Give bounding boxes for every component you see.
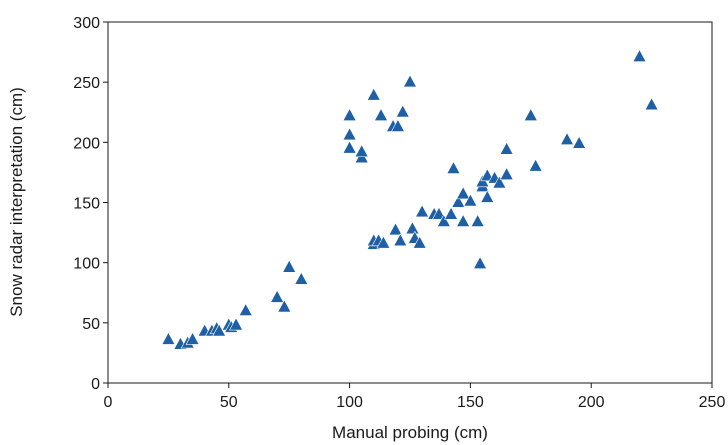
x-axis: 0 50 100 150 200 250	[104, 383, 726, 411]
y-tick-label: 200	[73, 135, 100, 152]
data-point	[342, 127, 357, 141]
x-tick-label: 250	[699, 394, 726, 411]
data-point	[436, 213, 451, 227]
data-point	[480, 168, 495, 182]
y-axis: 0 50 100 150 200 250 300	[73, 15, 108, 393]
data-point	[185, 331, 200, 345]
y-tick-label: 300	[73, 15, 100, 32]
data-point	[632, 49, 647, 62]
data-point	[444, 206, 459, 220]
data-point	[463, 193, 478, 207]
x-tick-label: 100	[336, 394, 363, 411]
x-tick-label: 200	[578, 394, 605, 411]
data-point	[492, 175, 507, 189]
data-point	[415, 204, 430, 218]
data-point	[354, 144, 369, 158]
data-point	[238, 302, 253, 316]
data-point	[366, 87, 381, 101]
y-tick-label: 100	[73, 256, 100, 273]
data-point	[528, 158, 543, 172]
data-point	[342, 140, 357, 154]
data-point	[161, 331, 176, 345]
data-point	[431, 206, 446, 220]
data-point	[456, 186, 471, 200]
data-point	[405, 221, 420, 235]
data-point	[393, 233, 408, 247]
data-point	[388, 222, 403, 236]
data-point	[270, 289, 285, 303]
data-point	[470, 213, 485, 227]
x-tick-label: 150	[457, 394, 484, 411]
y-tick-label: 50	[82, 316, 100, 333]
data-point	[644, 97, 659, 111]
data-point	[572, 135, 587, 149]
data-point	[374, 108, 389, 121]
data-point	[451, 194, 466, 208]
data-point	[473, 256, 488, 269]
data-point	[480, 189, 495, 203]
data-point	[456, 213, 471, 227]
y-tick-label: 250	[73, 75, 100, 92]
x-axis-title: Manual probing (cm)	[332, 423, 488, 442]
data-point	[395, 104, 410, 118]
data-point	[560, 132, 575, 146]
data-point	[499, 141, 514, 155]
data-point	[277, 299, 292, 313]
data-point	[229, 317, 244, 331]
data-point	[390, 118, 405, 132]
x-tick-label: 50	[220, 394, 238, 411]
data-point	[412, 235, 427, 249]
data-point	[499, 166, 514, 180]
data-point	[376, 235, 391, 249]
data-point	[282, 259, 297, 273]
data-point	[446, 160, 461, 174]
y-axis-title: Snow radar interpretation (cm)	[7, 87, 26, 317]
data-points	[161, 49, 659, 350]
x-tick-label: 0	[104, 394, 113, 411]
y-tick-label: 0	[91, 376, 100, 393]
data-point	[523, 108, 538, 121]
y-tick-label: 150	[73, 196, 100, 213]
data-point	[342, 108, 357, 121]
data-point	[294, 271, 309, 285]
data-point	[402, 74, 418, 88]
